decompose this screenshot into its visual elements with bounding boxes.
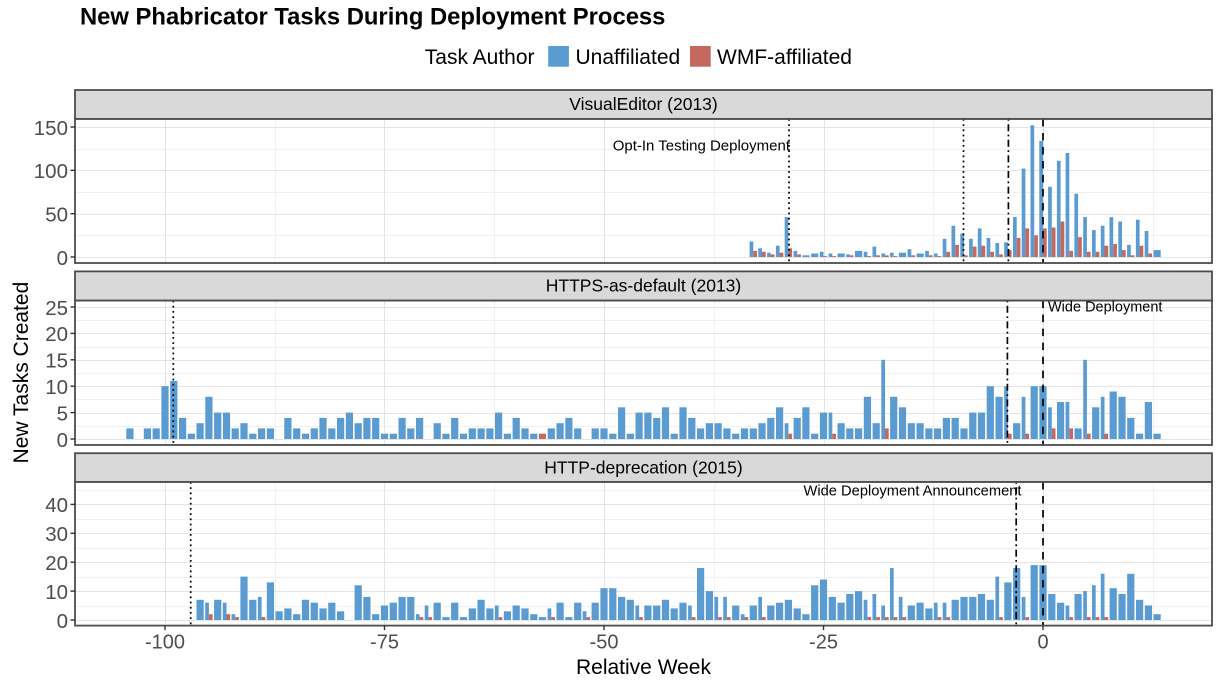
svg-text:WMF-affiliated: WMF-affiliated (717, 46, 852, 69)
svg-text:Opt-In Testing Deployment: Opt-In Testing Deployment (613, 138, 791, 155)
svg-text:-75: -75 (370, 632, 399, 654)
svg-text:VisualEditor (2013): VisualEditor (2013) (569, 94, 718, 114)
svg-text:30: 30 (45, 523, 68, 546)
svg-text:New Tasks Created: New Tasks Created (10, 282, 33, 464)
svg-text:10: 10 (45, 581, 68, 604)
svg-text:-50: -50 (590, 632, 619, 654)
svg-text:0: 0 (1037, 632, 1048, 654)
svg-text:20: 20 (45, 552, 68, 575)
svg-text:New Phabricator Tasks During D: New Phabricator Tasks During Deployment … (80, 3, 665, 30)
svg-text:15: 15 (45, 350, 68, 373)
svg-text:20: 20 (45, 323, 68, 346)
svg-text:25: 25 (45, 297, 68, 320)
svg-text:40: 40 (45, 494, 68, 517)
svg-text:0: 0 (57, 247, 68, 270)
svg-text:-100: -100 (145, 632, 185, 654)
svg-text:Relative Week: Relative Week (576, 656, 712, 679)
svg-text:10: 10 (45, 376, 68, 399)
svg-text:HTTPS-as-default (2013): HTTPS-as-default (2013) (546, 276, 742, 296)
svg-text:5: 5 (57, 402, 68, 425)
svg-text:Task Author: Task Author (425, 46, 535, 69)
svg-text:HTTP-deprecation (2015): HTTP-deprecation (2015) (544, 457, 742, 477)
svg-text:0: 0 (57, 429, 68, 452)
svg-text:100: 100 (34, 160, 68, 183)
svg-text:Unaffiliated: Unaffiliated (576, 46, 681, 69)
svg-text:150: 150 (34, 117, 68, 140)
svg-text:Wide Deployment Announcement: Wide Deployment Announcement (804, 484, 1022, 500)
svg-text:50: 50 (45, 204, 68, 227)
svg-text:0: 0 (57, 610, 68, 633)
svg-text:Wide Deployment: Wide Deployment (1048, 300, 1162, 316)
svg-text:-25: -25 (809, 632, 838, 654)
